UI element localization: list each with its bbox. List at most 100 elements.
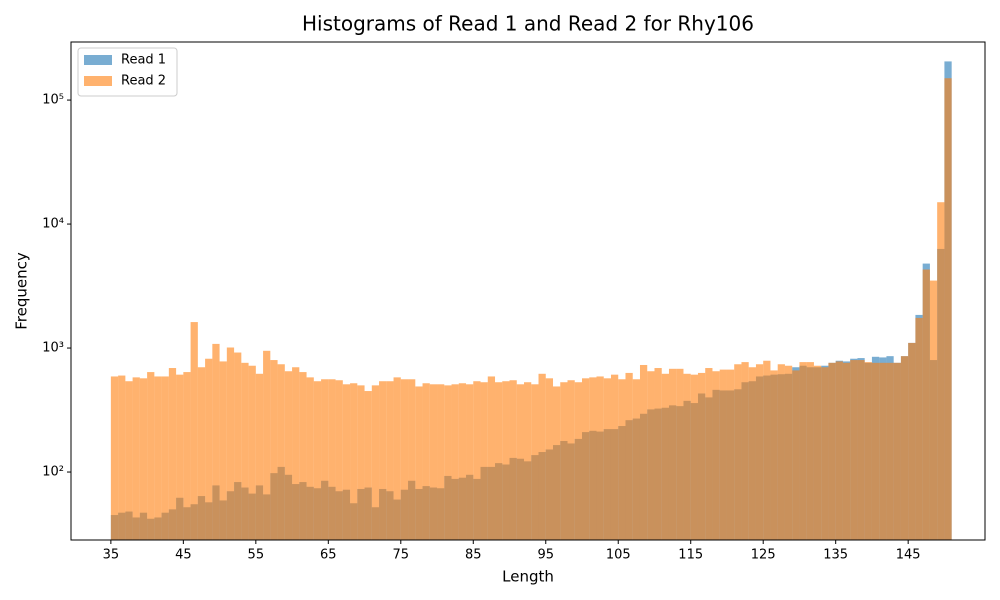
bar — [799, 362, 807, 540]
bar — [321, 379, 329, 540]
bar — [900, 356, 909, 540]
bar — [516, 384, 525, 540]
y-tick-label: 10⁵ — [42, 93, 64, 108]
bar — [734, 364, 742, 540]
plot-frame — [70, 41, 986, 541]
bar — [922, 269, 930, 540]
bar — [241, 362, 249, 540]
bar — [784, 365, 793, 540]
bar — [567, 380, 575, 540]
bar — [437, 384, 445, 540]
bar — [763, 360, 771, 540]
bar — [821, 367, 829, 540]
x-tick-label: 35 — [103, 548, 120, 563]
legend-swatch — [84, 55, 112, 65]
bar — [553, 386, 561, 540]
bar — [313, 381, 322, 540]
bar — [248, 365, 256, 540]
bar — [668, 368, 677, 540]
bar — [850, 360, 858, 540]
bar — [328, 379, 336, 540]
bar — [893, 362, 901, 540]
bar — [581, 378, 590, 540]
bar — [342, 384, 351, 540]
bar — [632, 379, 640, 540]
bar — [777, 364, 785, 540]
bar — [226, 347, 235, 540]
bar — [676, 368, 684, 540]
bar — [726, 369, 735, 540]
bar — [748, 367, 756, 540]
bar — [661, 373, 669, 540]
bar — [263, 350, 271, 540]
bar — [125, 381, 133, 540]
bar — [139, 378, 148, 540]
bar — [524, 382, 532, 540]
bar — [871, 362, 880, 540]
bar — [741, 362, 749, 540]
bar — [879, 362, 887, 540]
bar — [770, 370, 778, 540]
bar — [857, 360, 865, 540]
x-tick-label: 145 — [896, 548, 921, 563]
bar — [444, 385, 452, 540]
bar — [205, 358, 213, 540]
bar — [755, 364, 764, 540]
bar — [379, 381, 387, 540]
bar — [654, 368, 662, 540]
bar — [147, 372, 155, 540]
y-tick-label: 10⁴ — [42, 217, 64, 232]
bar — [292, 367, 300, 540]
bar — [335, 380, 343, 540]
bar — [690, 374, 698, 540]
bar — [610, 374, 619, 540]
bar — [929, 280, 938, 540]
bar — [400, 379, 409, 540]
bar — [284, 371, 293, 540]
x-tick-label: 95 — [537, 548, 554, 563]
bar — [371, 385, 380, 540]
bar — [560, 382, 568, 540]
bar — [234, 352, 242, 540]
bar — [618, 379, 626, 540]
bar — [937, 202, 945, 540]
bar — [473, 381, 481, 540]
bar — [842, 362, 851, 540]
bar — [451, 384, 459, 540]
bar — [596, 376, 604, 540]
bar — [915, 317, 923, 540]
bar — [118, 375, 126, 540]
legend-label: Read 2 — [121, 74, 166, 89]
x-tick-label: 135 — [823, 548, 848, 563]
bar — [835, 361, 843, 540]
bar — [110, 376, 119, 540]
bar — [161, 376, 169, 540]
bar — [480, 382, 488, 540]
bar — [538, 373, 546, 540]
bar — [495, 382, 503, 540]
bar — [408, 379, 416, 540]
bar — [168, 368, 177, 540]
x-axis-label: Length — [502, 568, 554, 586]
legend-label: Read 1 — [121, 53, 166, 68]
bar — [270, 360, 278, 540]
bar — [154, 376, 162, 540]
x-tick-label: 125 — [751, 548, 776, 563]
bar — [219, 361, 227, 540]
bar — [864, 362, 872, 540]
bar — [683, 373, 691, 540]
bar — [487, 376, 496, 540]
bar — [908, 342, 916, 540]
bar — [429, 384, 438, 540]
bar — [574, 382, 582, 540]
bar — [603, 378, 611, 540]
bar — [197, 367, 206, 540]
bar — [306, 377, 314, 540]
y-axis-label: Frequency — [13, 252, 31, 330]
bar — [277, 364, 285, 540]
bar — [415, 386, 423, 540]
x-tick-label: 85 — [465, 548, 482, 563]
x-tick-label: 45 — [175, 548, 192, 563]
bar — [545, 378, 554, 540]
bar — [697, 372, 706, 540]
